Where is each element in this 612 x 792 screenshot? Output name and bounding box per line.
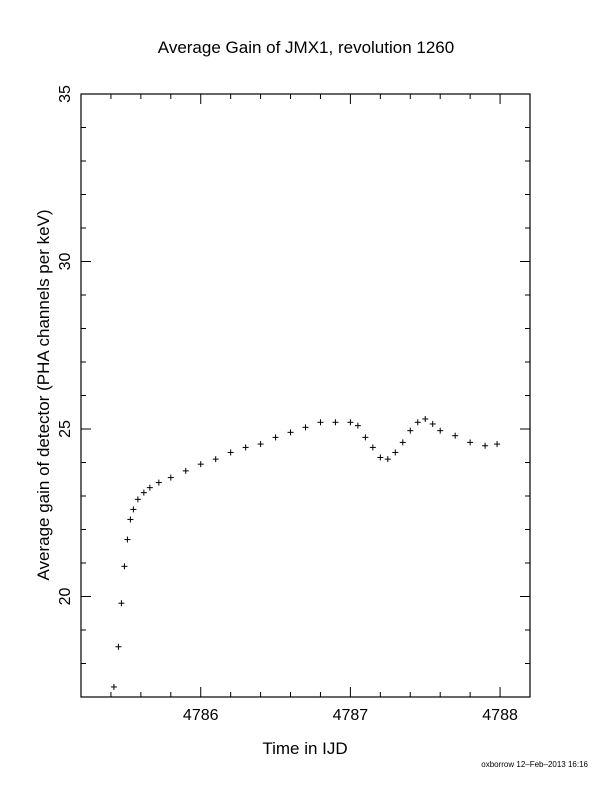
data-point [182,467,189,474]
data-point [407,427,414,434]
data-point [257,441,264,448]
data-point [392,449,399,456]
data-point [118,600,125,607]
data-point [130,506,137,513]
data-point [354,422,361,429]
y-tick-label: 25 [57,420,74,438]
data-point [227,449,234,456]
data-point [332,419,339,426]
chart-title: Average Gain of JMX1, revolution 1260 [158,38,454,57]
data-point [422,415,429,422]
x-tick-label: 4786 [183,707,219,724]
y-tick-label: 35 [57,85,74,103]
data-point [494,441,501,448]
plot-frame [80,93,531,698]
data-point [302,424,309,431]
data-point [347,419,354,426]
data-point [134,496,141,503]
data-point [121,563,128,570]
data-point [155,479,162,486]
data-point [167,474,174,481]
data-point [110,683,117,690]
data-point [437,427,444,434]
data-point [452,432,459,439]
x-axis-label: Time in IJD [262,739,347,758]
data-point [212,456,219,463]
data-point [124,536,131,543]
data-point [482,442,489,449]
data-point [377,454,384,461]
x-tick-label: 4788 [482,707,518,724]
data-point [146,484,153,491]
data-point [272,434,279,441]
data-point [197,461,204,468]
data-point [287,429,294,436]
axis-ticks: 20 25 30 35 4786 4787 4788 [57,85,531,724]
x-tick-label: 4787 [333,707,369,724]
footer-timestamp: oxborrow 12–Feb–2013 16:16 [481,760,588,769]
data-point [369,444,376,451]
data-point [399,439,406,446]
data-point [467,439,474,446]
data-point [115,643,122,650]
y-tick-label: 30 [57,253,74,271]
data-point [317,419,324,426]
y-axis-label: Average gain of detector (PHA channels p… [34,209,53,580]
data-point [384,456,391,463]
data-point [127,516,134,523]
y-tick-label: 20 [57,588,74,606]
data-point [140,489,147,496]
data-point [362,434,369,441]
data-point [414,419,421,426]
data-point [429,420,436,427]
data-points [110,415,501,690]
data-point [242,444,249,451]
